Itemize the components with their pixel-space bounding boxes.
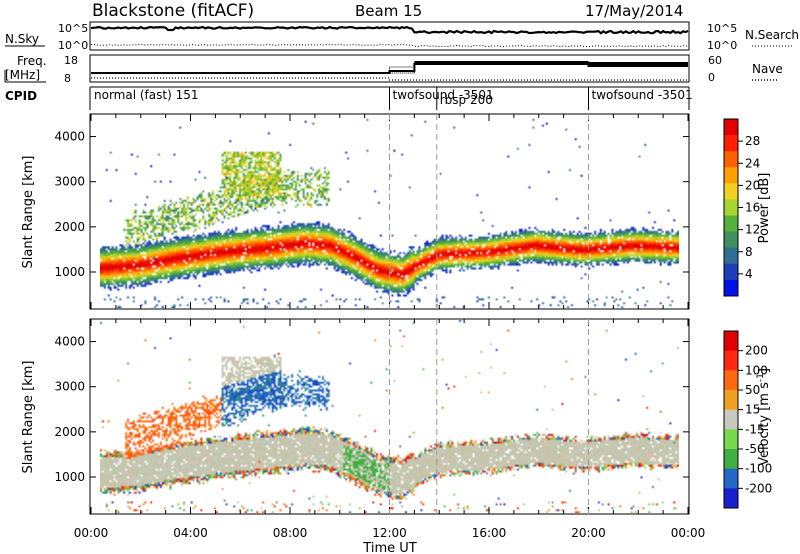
power-colorbar-tick-label: 12 <box>745 223 760 237</box>
power-ytick-label: 4000 <box>54 130 85 144</box>
power-colorbar-swatch <box>724 215 738 233</box>
noise-search-label: N.Search <box>745 28 799 42</box>
velocity-colorbar-label-exponent: -1 <box>756 373 766 382</box>
beam-title: Beam 15 <box>355 2 422 20</box>
velocity-colorbar-swatch <box>724 409 738 430</box>
power-colorbar-swatch <box>724 151 738 168</box>
velocity-ytick-label: 2000 <box>54 425 85 439</box>
power-colorbar-tick-label: 16 <box>745 201 760 215</box>
freq-band-rbsp <box>414 61 589 64</box>
freq-left-tick-bottom: 8 <box>64 72 71 85</box>
velocity-colorbar-swatch <box>724 370 738 391</box>
power-colorbar-label: Power [dB] <box>757 173 772 244</box>
velocity-colorbar-tick-label: -15 <box>745 422 765 436</box>
power-colorbar-swatch <box>724 231 738 249</box>
velocity-ytick-label: 3000 <box>54 380 85 394</box>
time-tick-label: 16:00 <box>472 526 507 540</box>
power-ytick-label: 3000 <box>54 175 85 189</box>
cpid-label: CPID <box>5 89 37 103</box>
power-ytick-label: 2000 <box>54 220 85 234</box>
noise-right-tick-bottom: 10^0 <box>707 39 737 52</box>
cpid-segment-label: normal (fast) 151 <box>94 88 198 102</box>
time-tick-label: 00:00 <box>671 526 706 540</box>
power-colorbar-swatch <box>724 119 738 136</box>
power-colorbar-swatch <box>724 167 738 184</box>
velocity-colorbar-label: Velocity [m s-1] <box>756 368 772 466</box>
power-colorbar: 4 8 12 16 20 24 28 Power [dB] <box>723 118 772 297</box>
time-tick-label: 12:00 <box>372 526 407 540</box>
noise-search-line <box>90 43 689 48</box>
noise-right-tick-top: 10^5 <box>707 22 737 35</box>
velocity-colorbar-swatch <box>724 429 738 450</box>
power-colorbar-tick-label: 8 <box>745 245 753 259</box>
nave-line <box>91 77 688 81</box>
power-colorbar-swatch <box>724 279 738 297</box>
power-ytick-label: 1000 <box>54 265 85 279</box>
power-colorbar-tick-label: 24 <box>745 156 760 170</box>
cpid-panel: CPID normal (fast) 151 twofsound -3501rbs… <box>5 86 693 110</box>
velocity-colorbar-swatch <box>724 449 738 470</box>
freq-band-twofsound <box>588 62 688 67</box>
time-axis-label: Time UT <box>362 541 416 554</box>
power-colorbar-swatch <box>724 247 738 265</box>
time-tick-label: 04:00 <box>173 526 208 540</box>
velocity-colorbar-tick-label: -200 <box>745 481 772 495</box>
noise-panel: N.Sky 10^5 10^0 10^5 10^0 N.Search <box>5 21 799 52</box>
power-colorbar-swatch <box>724 183 738 200</box>
power-colorbar-tick-label: 20 <box>745 178 760 192</box>
cpid-segment-label: twofsound -3501 <box>393 88 494 102</box>
power-colorbar-swatch <box>724 199 738 217</box>
velocity-colorbar-swatch <box>724 488 738 509</box>
velocity-colorbar-label-tail: ] <box>757 368 772 373</box>
power-colorbar-swatch <box>724 263 738 281</box>
freq-label-1: Freq. <box>17 54 47 68</box>
noise-left-tick-top: 10^5 <box>58 22 88 35</box>
velocity-colorbar-swatch <box>724 350 738 371</box>
power-colorbar-swatch <box>724 135 738 152</box>
power-colorbar-tick-label: 4 <box>745 267 753 281</box>
noise-left-tick-bottom: 10^0 <box>58 39 88 52</box>
velocity-colorbar: 200 100 50 15 -15 -50 -100 -200 Velocity [m s-1… <box>723 330 772 509</box>
date-title: 17/May/2014 <box>585 2 683 20</box>
freq-label-2: [MHz] <box>5 68 40 82</box>
time-axis: 00:00 04:00 08:00 12:00 16:00 20:00 00:00 <box>74 526 706 540</box>
velocity-colorbar-tick-label: 50 <box>745 383 760 397</box>
station-title: Blackstone (fitACF) <box>92 1 254 21</box>
velocity-colorbar-swatch <box>724 390 738 411</box>
power-ylabel: Slant Range [km] <box>21 156 36 269</box>
velocity-ylabel: Slant Range [km] <box>21 361 36 474</box>
velocity-colorbar-tick-label: -100 <box>745 462 772 476</box>
noise-sky-line <box>90 25 689 35</box>
velocity-colorbar-tick-label: 15 <box>745 403 760 417</box>
velocity-colorbar-tick-label: 200 <box>745 344 768 358</box>
freq-right-tick-top: 60 <box>708 54 722 67</box>
freq-left-tick-top: 18 <box>64 54 78 67</box>
time-tick-label: 20:00 <box>571 526 606 540</box>
velocity-panel: 1000 2000 3000 4000 Slant Range [km] <box>21 318 690 515</box>
frequency-panel: Freq. [MHz] 18 8 60 0 Nave <box>4 54 783 85</box>
velocity-ytick-label: 1000 <box>54 470 85 484</box>
time-tick-label: 00:00 <box>74 526 109 540</box>
velocity-colorbar-swatch <box>724 331 738 352</box>
freq-band-twofsound-early <box>389 66 415 74</box>
velocity-ytick-label: 4000 <box>54 335 85 349</box>
cpid-segment-label: twofsound -3501 <box>592 88 693 102</box>
cpid-segment-label: rbsp 200 <box>440 93 493 107</box>
velocity-colorbar-swatch <box>724 468 738 489</box>
velocity-colorbar-tick-label: 100 <box>745 363 768 377</box>
nave-label: Nave <box>752 62 783 76</box>
freq-right-tick-bottom: 0 <box>708 71 715 84</box>
noise-sky-label: N.Sky <box>5 32 39 46</box>
power-colorbar-tick-label: 28 <box>745 134 760 148</box>
time-tick-label: 08:00 <box>273 526 308 540</box>
power-panel: 1000 2000 3000 4000 Slant Range [km] <box>21 113 690 310</box>
velocity-colorbar-tick-label: -50 <box>745 442 765 456</box>
